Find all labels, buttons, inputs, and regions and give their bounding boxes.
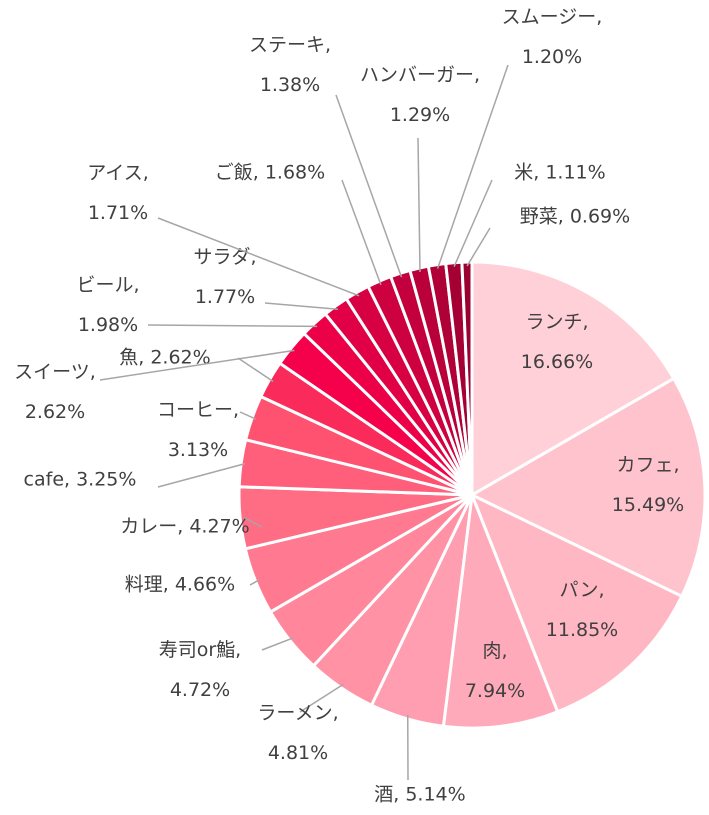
label-line: 1.20% (522, 46, 582, 68)
data-label: ランチ, 16.66% (521, 311, 593, 373)
label-line: 16.66% (521, 351, 593, 373)
label-line: ランチ, (525, 311, 588, 333)
pie-slice (441, 494, 560, 730)
label-line: 2.62% (25, 401, 85, 423)
data-label: 肉, 7.94% (465, 640, 525, 702)
label-line: カフェ, (616, 454, 679, 476)
leader-line (341, 179, 382, 286)
data-label: パン, 11.85% (546, 579, 618, 641)
data-label: スイーツ, 2.62% (14, 361, 96, 423)
data-label: カフェ, 15.49% (612, 454, 684, 516)
data-label: 料理, 4.66% (125, 574, 235, 596)
label-line: スイーツ, (14, 361, 96, 383)
label-line: ステーキ, (249, 34, 331, 56)
leader-line (147, 324, 318, 328)
label-line: 7.94% (465, 680, 525, 702)
leader-line (261, 637, 294, 651)
label-line: コーヒー, (157, 399, 239, 421)
data-label: 魚, 2.62% (119, 347, 210, 369)
data-label: カレー, 4.27% (120, 516, 249, 538)
label-line: パン, (560, 579, 605, 601)
label-line: 4.81% (268, 742, 328, 764)
leader-line (335, 94, 403, 278)
data-label: ご飯, 1.68% (215, 162, 325, 184)
pie-slice (460, 260, 474, 496)
data-label: ハンバーガー, 1.29% (360, 64, 480, 126)
label-line: 肉, (482, 640, 507, 662)
pie-slice (470, 260, 676, 498)
label-line: スムージー, (502, 6, 603, 28)
label-line: 寿司or鮨, (159, 639, 241, 661)
data-label: ステーキ, 1.38% (249, 34, 331, 96)
label-line: アイス, (87, 162, 149, 184)
data-label: 酒, 5.14% (374, 784, 465, 806)
leader-line (243, 516, 263, 528)
leader-line (299, 683, 344, 713)
leader-line (157, 217, 360, 297)
pie-slice (469, 491, 684, 714)
label-line: 1.98% (78, 314, 138, 336)
leader-line (157, 462, 246, 488)
label-line: 15.49% (612, 494, 684, 516)
leader-line (466, 227, 491, 267)
leader-line (436, 64, 509, 269)
data-label: スムージー, 1.20% (502, 6, 603, 68)
data-label: ビール, 1.98% (76, 274, 139, 336)
pie-slice (468, 376, 707, 599)
data-label: ラーメン, 4.81% (257, 702, 338, 764)
label-line: 4.72% (170, 679, 230, 701)
label-line: 11.85% (546, 619, 618, 641)
leader-line (239, 411, 257, 420)
label-line: ビール, (76, 274, 139, 296)
data-label: コーヒー, 3.13% (157, 399, 239, 461)
label-line: 1.29% (390, 104, 450, 126)
label-line: ハンバーガー, (360, 64, 480, 86)
label-line: 1.71% (88, 202, 148, 224)
data-label: 米, 1.11% (514, 162, 605, 184)
leader-line (264, 302, 339, 311)
data-label: cafe, 3.25% (24, 469, 137, 491)
leader-line (417, 137, 421, 272)
leader-line (453, 179, 493, 268)
label-line: 1.77% (195, 286, 255, 308)
leader-line (249, 579, 260, 586)
data-label: 野菜, 0.69% (520, 206, 630, 228)
label-line: 1.38% (260, 74, 320, 96)
data-label: サラダ, 1.77% (193, 246, 256, 308)
data-label: 寿司or鮨, 4.72% (159, 639, 241, 701)
leader-line (99, 349, 295, 381)
label-line: 3.13% (168, 439, 228, 461)
data-label: アイス, 1.71% (87, 162, 149, 224)
label-line: ラーメン, (257, 702, 338, 724)
label-line: サラダ, (193, 246, 256, 268)
leader-line (237, 357, 274, 383)
